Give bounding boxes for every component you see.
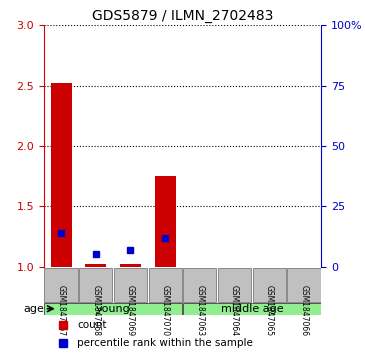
Bar — [120, 264, 141, 266]
Title: GDS5879 / ILMN_2702483: GDS5879 / ILMN_2702483 — [92, 9, 273, 23]
Bar — [85, 264, 106, 266]
FancyBboxPatch shape — [79, 269, 112, 302]
FancyBboxPatch shape — [45, 269, 78, 302]
Text: GSM1847068: GSM1847068 — [91, 285, 100, 337]
Text: GSM1847065: GSM1847065 — [265, 285, 274, 337]
Text: GSM1847069: GSM1847069 — [126, 285, 135, 337]
FancyBboxPatch shape — [149, 269, 182, 302]
FancyBboxPatch shape — [253, 269, 286, 302]
Text: percentile rank within the sample: percentile rank within the sample — [77, 338, 253, 348]
Text: count: count — [77, 320, 107, 330]
FancyBboxPatch shape — [218, 269, 251, 302]
Bar — [51, 83, 72, 266]
Text: GSM1847066: GSM1847066 — [299, 285, 308, 337]
Text: young: young — [96, 304, 131, 314]
FancyBboxPatch shape — [287, 269, 320, 302]
Text: age: age — [23, 304, 44, 314]
Text: GSM1847067: GSM1847067 — [57, 285, 66, 337]
Text: GSM1847070: GSM1847070 — [161, 285, 170, 337]
FancyBboxPatch shape — [114, 269, 147, 302]
Bar — [155, 176, 176, 266]
Text: GSM1847063: GSM1847063 — [195, 285, 204, 337]
FancyBboxPatch shape — [183, 269, 216, 302]
Text: GSM1847064: GSM1847064 — [230, 285, 239, 337]
FancyBboxPatch shape — [45, 303, 182, 315]
Text: middle age: middle age — [220, 304, 283, 314]
FancyBboxPatch shape — [183, 303, 320, 315]
